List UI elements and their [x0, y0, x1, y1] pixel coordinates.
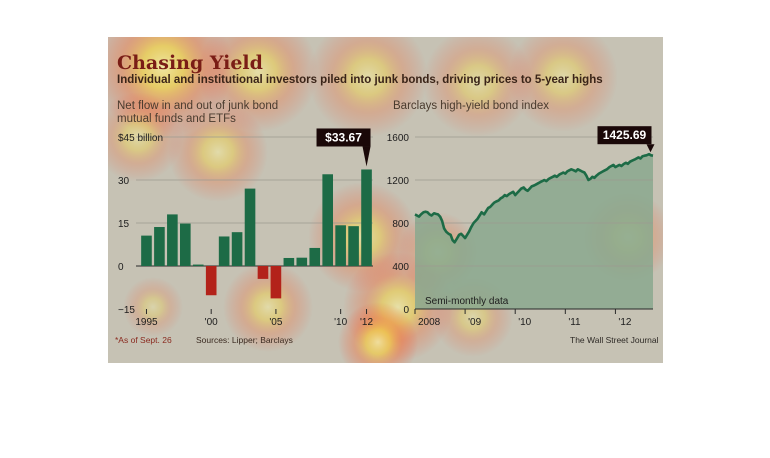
y-tick-label: 0	[403, 305, 409, 316]
x-tick-label: '10	[334, 317, 347, 328]
high-yield-index-chart: 0 400 800 1200 1600 2008 '09 '10 '11 '12 Semi-mont…	[387, 126, 655, 328]
bar	[218, 236, 230, 266]
index-line	[414, 152, 654, 244]
y-tick-label: 30	[118, 176, 130, 187]
x-tick-label: '11	[568, 317, 581, 328]
x-tick-label: '00	[205, 317, 218, 328]
bar	[257, 266, 269, 279]
index-area-fill	[415, 154, 653, 309]
bar	[296, 257, 308, 266]
x-tick-label: 2008	[418, 317, 441, 328]
bar	[309, 247, 321, 266]
bar	[179, 223, 191, 266]
publication-credit: The Wall Street Journal	[570, 335, 659, 345]
bar	[205, 266, 217, 296]
y-tick-label: 400	[392, 262, 409, 273]
x-tick-label: '05	[269, 317, 282, 328]
series-note: Semi-monthly data	[425, 296, 509, 307]
bar	[231, 232, 243, 266]
bar	[348, 226, 359, 266]
bar	[361, 169, 372, 266]
value-callout-label: $33.67	[325, 130, 362, 144]
footnote: *As of Sept. 26	[115, 335, 172, 345]
bar	[283, 257, 295, 266]
chart-title: Chasing Yield	[117, 52, 263, 74]
bar	[335, 225, 346, 266]
y-tick-label: −15	[118, 305, 135, 316]
x-tick-label: 1995	[135, 317, 158, 328]
chart-subtitle: Individual and institutional investors p…	[117, 74, 603, 86]
charts-svg: −15 0 15 30 $45 billion 1995 '00 '05 '10 '12 $33.6…	[118, 126, 655, 328]
value-callout-box	[597, 126, 652, 145]
x-tick-label: '12	[618, 317, 631, 328]
x-tick-label: '10	[518, 317, 531, 328]
x-tick-label: '12	[360, 317, 373, 328]
value-callout-pointer	[646, 144, 655, 153]
bar	[167, 214, 178, 266]
y-tick-label: 1200	[387, 176, 410, 187]
bar	[244, 188, 256, 266]
value-callout-label: 1425.69	[603, 128, 647, 142]
bar	[192, 264, 204, 266]
y-tick-label: $45 billion	[118, 133, 163, 144]
sources-note: Sources: Lipper; Barclays	[196, 335, 293, 345]
left-chart-title: Net flow in and out of junk bond mutual …	[117, 100, 279, 125]
chart-panel: −15 0 15 30 $45 billion 1995 '00 '05 '10 '12 $33.6…	[108, 37, 663, 363]
x-tick-label: '09	[468, 317, 481, 328]
bar	[270, 266, 282, 299]
y-tick-label: 800	[392, 219, 409, 230]
y-tick-label: 1600	[387, 133, 410, 144]
y-tick-label: 15	[118, 219, 130, 230]
bar	[141, 235, 152, 266]
value-callout-box	[316, 128, 371, 147]
bar	[154, 227, 165, 266]
bar	[322, 174, 334, 266]
fund-flow-bar-chart: −15 0 15 30 $45 billion 1995 '00 '05 '10 '12 $33.6…	[118, 128, 373, 328]
y-tick-label: 0	[118, 262, 124, 273]
value-callout-pointer	[362, 146, 371, 167]
right-chart-title: Barclays high-yield bond index	[393, 100, 549, 112]
